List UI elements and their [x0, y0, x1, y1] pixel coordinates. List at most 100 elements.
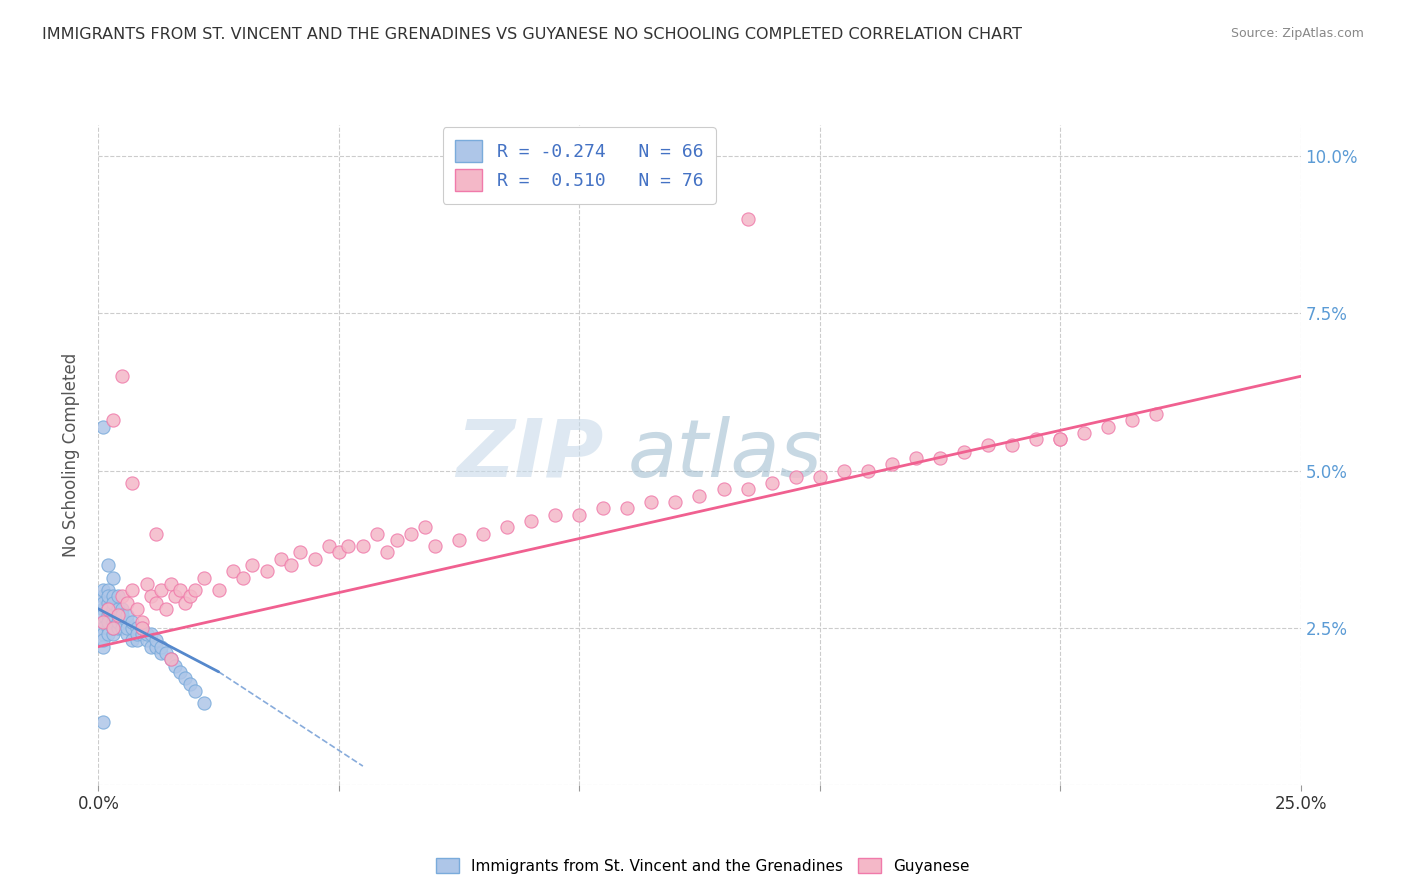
Point	[107, 602, 129, 616]
Point	[1049, 432, 1071, 446]
Point	[91, 602, 114, 616]
Point	[169, 665, 191, 679]
Legend: R = -0.274   N = 66, R =  0.510   N = 76: R = -0.274 N = 66, R = 0.510 N = 76	[443, 128, 716, 204]
Point	[121, 615, 143, 629]
Point	[111, 602, 134, 616]
Point	[125, 627, 148, 641]
Point	[91, 615, 114, 629]
Point	[352, 539, 374, 553]
Point	[808, 470, 831, 484]
Point	[131, 621, 153, 635]
Point	[193, 696, 215, 710]
Point	[91, 621, 114, 635]
Point	[1121, 413, 1143, 427]
Point	[131, 627, 153, 641]
Point	[232, 570, 254, 584]
Point	[101, 621, 124, 635]
Point	[121, 476, 143, 491]
Point	[856, 464, 879, 478]
Point	[91, 590, 114, 604]
Point	[159, 652, 181, 666]
Point	[447, 533, 470, 547]
Point	[91, 633, 114, 648]
Point	[183, 583, 205, 598]
Point	[208, 583, 231, 598]
Point	[1025, 432, 1047, 446]
Point	[520, 514, 543, 528]
Point	[761, 476, 783, 491]
Point	[91, 608, 114, 623]
Point	[97, 627, 120, 641]
Point	[91, 640, 114, 654]
Point	[193, 570, 215, 584]
Point	[664, 495, 686, 509]
Point	[165, 590, 187, 604]
Point	[125, 602, 148, 616]
Point	[111, 369, 134, 384]
Point	[101, 570, 124, 584]
Point	[149, 640, 172, 654]
Point	[141, 627, 163, 641]
Point	[97, 590, 120, 604]
Point	[385, 533, 408, 547]
Point	[101, 596, 124, 610]
Point	[117, 608, 139, 623]
Point	[928, 451, 950, 466]
Point	[568, 508, 591, 522]
Point	[91, 627, 114, 641]
Point	[328, 545, 350, 559]
Point	[179, 590, 201, 604]
Point	[159, 576, 181, 591]
Point	[737, 212, 759, 227]
Point	[131, 615, 153, 629]
Point	[121, 621, 143, 635]
Point	[101, 621, 124, 635]
Text: IMMIGRANTS FROM ST. VINCENT AND THE GRENADINES VS GUYANESE NO SCHOOLING COMPLETE: IMMIGRANTS FROM ST. VINCENT AND THE GREN…	[42, 27, 1022, 42]
Point	[131, 621, 153, 635]
Point	[101, 608, 124, 623]
Point	[101, 590, 124, 604]
Point	[183, 683, 205, 698]
Point	[97, 608, 120, 623]
Point	[121, 583, 143, 598]
Point	[304, 551, 326, 566]
Point	[91, 583, 114, 598]
Point	[97, 621, 120, 635]
Point	[125, 621, 148, 635]
Point	[121, 633, 143, 648]
Point	[145, 640, 167, 654]
Point	[240, 558, 263, 572]
Point	[977, 438, 1000, 452]
Point	[107, 621, 129, 635]
Point	[141, 590, 163, 604]
Point	[165, 658, 187, 673]
Point	[832, 464, 855, 478]
Point	[107, 615, 129, 629]
Point	[290, 545, 312, 559]
Point	[415, 520, 437, 534]
Point	[149, 583, 172, 598]
Point	[155, 602, 177, 616]
Point	[318, 539, 340, 553]
Point	[145, 596, 167, 610]
Point	[145, 526, 167, 541]
Point	[135, 627, 157, 641]
Point	[117, 596, 139, 610]
Point	[145, 633, 167, 648]
Text: Source: ZipAtlas.com: Source: ZipAtlas.com	[1230, 27, 1364, 40]
Point	[592, 501, 614, 516]
Point	[159, 652, 181, 666]
Text: atlas: atlas	[627, 416, 823, 494]
Point	[97, 602, 120, 616]
Point	[97, 596, 120, 610]
Point	[174, 596, 197, 610]
Point	[544, 508, 567, 522]
Point	[107, 608, 129, 623]
Point	[280, 558, 302, 572]
Point	[1144, 407, 1167, 421]
Point	[97, 602, 120, 616]
Point	[399, 526, 422, 541]
Point	[125, 633, 148, 648]
Point	[97, 583, 120, 598]
Point	[337, 539, 360, 553]
